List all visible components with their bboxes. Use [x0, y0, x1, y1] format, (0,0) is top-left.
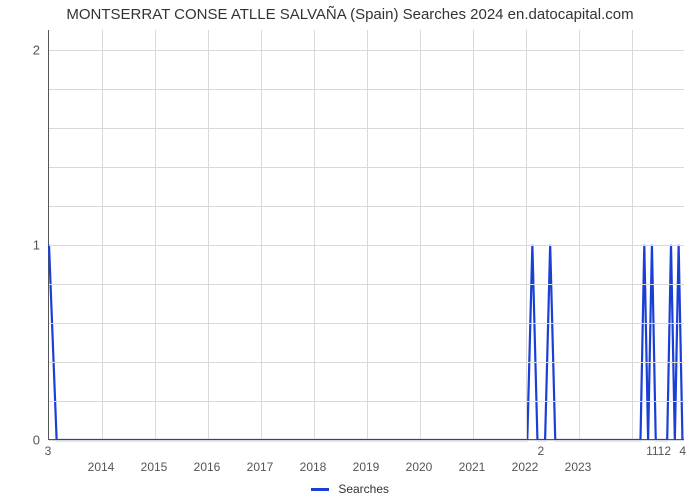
- vgrid: [208, 30, 209, 439]
- line-chart: MONTSERRAT CONSE ATLLE SALVAÑA (Spain) S…: [0, 0, 700, 500]
- vgrid: [579, 30, 580, 439]
- xtick-year: 2019: [353, 460, 380, 474]
- vgrid: [155, 30, 156, 439]
- count-label: 1112: [646, 444, 671, 458]
- legend-swatch: [311, 488, 329, 491]
- xtick-year: 2021: [459, 460, 486, 474]
- xtick-year: 2014: [88, 460, 115, 474]
- hgrid-major: [49, 440, 684, 441]
- vgrid: [420, 30, 421, 439]
- ytick-label: 1: [30, 237, 40, 252]
- plot-area: [48, 30, 684, 440]
- ytick-label: 0: [30, 433, 40, 448]
- vgrid: [102, 30, 103, 439]
- legend-label: Searches: [338, 482, 389, 496]
- vgrid: [367, 30, 368, 439]
- count-label: 4: [679, 444, 686, 458]
- xtick-year: 2023: [565, 460, 592, 474]
- vgrid: [526, 30, 527, 439]
- xtick-year: 2022: [512, 460, 539, 474]
- vgrid: [261, 30, 262, 439]
- vgrid: [314, 30, 315, 439]
- count-label: 2: [538, 444, 545, 458]
- vgrid: [473, 30, 474, 439]
- xtick-year: 2016: [194, 460, 221, 474]
- xtick-year: 2017: [247, 460, 274, 474]
- xtick-year: 2020: [406, 460, 433, 474]
- xtick-year: 2015: [141, 460, 168, 474]
- chart-title: MONTSERRAT CONSE ATLLE SALVAÑA (Spain) S…: [0, 6, 700, 23]
- xtick-year: 2018: [300, 460, 327, 474]
- ytick-label: 2: [30, 42, 40, 57]
- legend: Searches: [0, 482, 700, 496]
- vgrid: [632, 30, 633, 439]
- count-label: 3: [45, 444, 52, 458]
